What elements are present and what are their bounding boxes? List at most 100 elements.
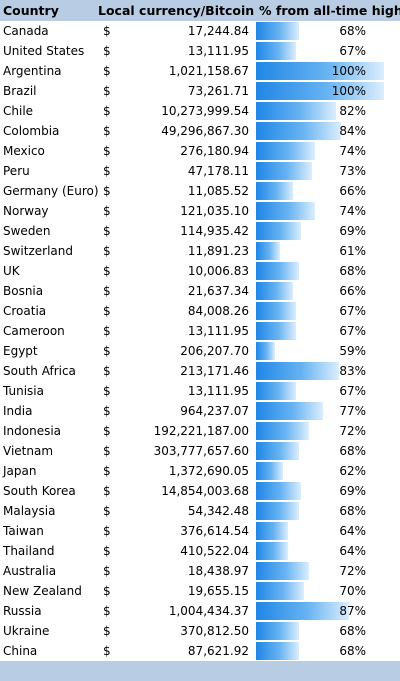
currency-symbol-cell[interactable]: $ xyxy=(103,404,111,418)
price-cell[interactable]: 84,008.26 xyxy=(187,304,249,318)
price-cell[interactable]: 192,221,187.00 xyxy=(153,424,249,438)
percent-cell[interactable]: 74% xyxy=(339,144,366,158)
percent-cell[interactable]: 77% xyxy=(339,404,366,418)
price-cell[interactable]: 11,891.23 xyxy=(187,244,249,258)
price-cell[interactable]: 14,854,003.68 xyxy=(161,484,249,498)
price-cell[interactable]: 213,171.46 xyxy=(180,364,249,378)
table-row[interactable]: Taiwan $376,614.54 64% xyxy=(0,521,400,541)
price-cell[interactable]: 19,655.15 xyxy=(187,584,249,598)
price-cell[interactable]: 49,296,867.30 xyxy=(161,124,249,138)
table-row[interactable]: Norway $121,035.10 74% xyxy=(0,201,400,221)
price-cell[interactable]: 114,935.42 xyxy=(180,224,249,238)
country-cell[interactable]: Germany (Euro) xyxy=(3,184,99,198)
table-row[interactable]: Russia $1,004,434.37 87% xyxy=(0,601,400,621)
price-cell[interactable]: 47,178.11 xyxy=(187,164,249,178)
percent-cell[interactable]: 68% xyxy=(339,24,366,38)
percent-cell[interactable]: 100% xyxy=(331,64,366,78)
currency-symbol-cell[interactable]: $ xyxy=(103,464,111,478)
header-country[interactable]: Country xyxy=(3,3,59,18)
table-row[interactable]: India $964,237.07 77% xyxy=(0,401,400,421)
price-cell[interactable]: 13,111.95 xyxy=(187,44,249,58)
currency-symbol-cell[interactable]: $ xyxy=(103,344,111,358)
currency-symbol-cell[interactable]: $ xyxy=(103,424,111,438)
country-cell[interactable]: Brazil xyxy=(3,84,37,98)
table-row[interactable]: Chile $10,273,999.54 82% xyxy=(0,101,400,121)
price-cell[interactable]: 13,111.95 xyxy=(187,384,249,398)
price-cell[interactable]: 370,812.50 xyxy=(180,624,249,638)
price-cell[interactable]: 73,261.71 xyxy=(187,84,249,98)
price-cell[interactable]: 18,438.97 xyxy=(187,564,249,578)
price-cell[interactable]: 11,085.52 xyxy=(187,184,249,198)
percent-cell[interactable]: 69% xyxy=(339,224,366,238)
table-row[interactable]: Argentina $1,021,158.67 100% xyxy=(0,61,400,81)
currency-symbol-cell[interactable]: $ xyxy=(103,444,111,458)
table-row[interactable]: Croatia $84,008.26 67% xyxy=(0,301,400,321)
currency-symbol-cell[interactable]: $ xyxy=(103,584,111,598)
percent-cell[interactable]: 68% xyxy=(339,504,366,518)
currency-symbol-cell[interactable]: $ xyxy=(103,364,111,378)
table-row[interactable]: China $87,621.92 68% xyxy=(0,641,400,661)
price-cell[interactable]: 303,777,657.60 xyxy=(153,444,249,458)
country-cell[interactable]: Malaysia xyxy=(3,504,56,518)
country-cell[interactable]: Chile xyxy=(3,104,34,118)
percent-cell[interactable]: 68% xyxy=(339,644,366,658)
percent-cell[interactable]: 69% xyxy=(339,484,366,498)
country-cell[interactable]: South Africa xyxy=(3,364,76,378)
percent-cell[interactable]: 67% xyxy=(339,44,366,58)
country-cell[interactable]: Colombia xyxy=(3,124,60,138)
price-cell[interactable]: 54,342.48 xyxy=(187,504,249,518)
currency-symbol-cell[interactable]: $ xyxy=(103,24,111,38)
percent-cell[interactable]: 67% xyxy=(339,304,366,318)
country-cell[interactable]: Mexico xyxy=(3,144,45,158)
currency-symbol-cell[interactable]: $ xyxy=(103,544,111,558)
price-cell[interactable]: 964,237.07 xyxy=(180,404,249,418)
price-cell[interactable]: 21,637.34 xyxy=(187,284,249,298)
country-cell[interactable]: Thailand xyxy=(3,544,55,558)
currency-symbol-cell[interactable]: $ xyxy=(103,284,111,298)
percent-cell[interactable]: 74% xyxy=(339,204,366,218)
currency-symbol-cell[interactable]: $ xyxy=(103,644,111,658)
table-row[interactable]: UK $10,006.83 68% xyxy=(0,261,400,281)
table-row[interactable]: Brazil $73,261.71 100% xyxy=(0,81,400,101)
currency-symbol-cell[interactable]: $ xyxy=(103,624,111,638)
price-cell[interactable]: 1,021,158.67 xyxy=(168,64,249,78)
percent-cell[interactable]: 67% xyxy=(339,324,366,338)
table-row[interactable]: Bosnia $21,637.34 66% xyxy=(0,281,400,301)
table-row[interactable]: Thailand $410,522.04 64% xyxy=(0,541,400,561)
percent-cell[interactable]: 72% xyxy=(339,424,366,438)
table-row[interactable]: Egypt $206,207.70 59% xyxy=(0,341,400,361)
currency-symbol-cell[interactable]: $ xyxy=(103,524,111,538)
currency-symbol-cell[interactable]: $ xyxy=(103,244,111,258)
header-percent-from-ath[interactable]: % from all-time high xyxy=(259,3,400,18)
percent-cell[interactable]: 73% xyxy=(339,164,366,178)
header-local-currency[interactable]: Local currency/Bitcoin xyxy=(98,3,255,18)
table-row[interactable]: United States $13,111.95 67% xyxy=(0,41,400,61)
percent-cell[interactable]: 66% xyxy=(339,184,366,198)
percent-cell[interactable]: 68% xyxy=(339,624,366,638)
currency-symbol-cell[interactable]: $ xyxy=(103,144,111,158)
country-cell[interactable]: Vietnam xyxy=(3,444,54,458)
table-row[interactable]: South Africa $213,171.46 83% xyxy=(0,361,400,381)
country-cell[interactable]: Norway xyxy=(3,204,49,218)
percent-cell[interactable]: 64% xyxy=(339,524,366,538)
country-cell[interactable]: Taiwan xyxy=(3,524,44,538)
country-cell[interactable]: Argentina xyxy=(3,64,62,78)
percent-cell[interactable]: 68% xyxy=(339,444,366,458)
table-row[interactable]: Malaysia $54,342.48 68% xyxy=(0,501,400,521)
percent-cell[interactable]: 68% xyxy=(339,264,366,278)
currency-symbol-cell[interactable]: $ xyxy=(103,324,111,338)
currency-symbol-cell[interactable]: $ xyxy=(103,224,111,238)
currency-symbol-cell[interactable]: $ xyxy=(103,384,111,398)
currency-symbol-cell[interactable]: $ xyxy=(103,484,111,498)
table-row[interactable]: Cameroon $13,111.95 67% xyxy=(0,321,400,341)
price-cell[interactable]: 1,372,690.05 xyxy=(168,464,249,478)
table-row[interactable]: Sweden $114,935.42 69% xyxy=(0,221,400,241)
table-row[interactable]: Indonesia $192,221,187.00 72% xyxy=(0,421,400,441)
country-cell[interactable]: Peru xyxy=(3,164,30,178)
percent-cell[interactable]: 64% xyxy=(339,544,366,558)
currency-symbol-cell[interactable]: $ xyxy=(103,564,111,578)
table-row[interactable]: New Zealand $19,655.15 70% xyxy=(0,581,400,601)
country-cell[interactable]: Japan xyxy=(3,464,37,478)
price-cell[interactable]: 13,111.95 xyxy=(187,324,249,338)
percent-cell[interactable]: 84% xyxy=(339,124,366,138)
